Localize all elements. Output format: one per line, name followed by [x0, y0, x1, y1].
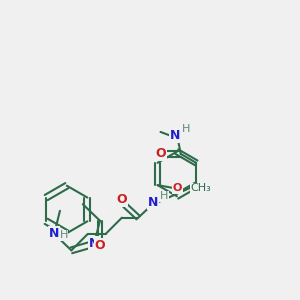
- Text: CH₃: CH₃: [190, 183, 211, 193]
- Text: H: H: [182, 124, 190, 134]
- Text: N: N: [89, 237, 99, 250]
- Text: O: O: [117, 193, 127, 206]
- Text: O: O: [173, 183, 182, 193]
- Text: H: H: [60, 230, 68, 240]
- Text: N: N: [169, 129, 180, 142]
- Text: H: H: [160, 191, 168, 201]
- Text: O: O: [155, 147, 166, 161]
- Text: N: N: [49, 227, 59, 240]
- Text: N: N: [148, 196, 158, 209]
- Text: O: O: [94, 239, 105, 252]
